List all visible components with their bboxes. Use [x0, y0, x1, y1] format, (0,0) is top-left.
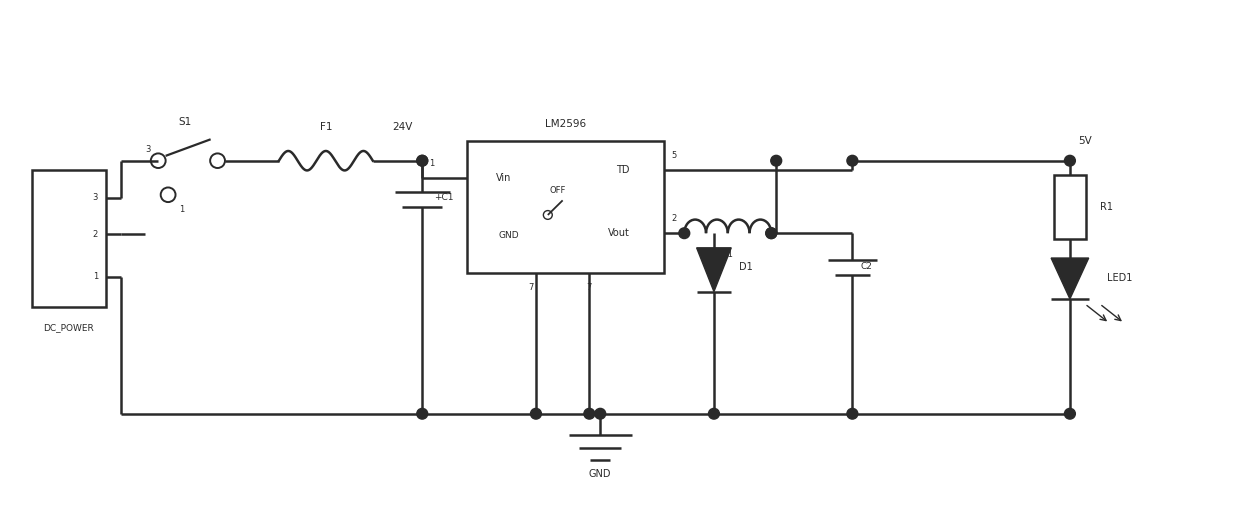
Text: 5: 5	[672, 151, 677, 160]
Bar	[1054, 175, 1086, 239]
Text: +C1: +C1	[434, 193, 454, 202]
Circle shape	[417, 155, 428, 166]
Text: 3: 3	[93, 193, 98, 202]
Text: 5V: 5V	[1078, 136, 1091, 146]
Text: GND: GND	[589, 469, 611, 479]
Text: 7: 7	[528, 283, 533, 292]
Text: 2: 2	[672, 214, 677, 223]
Text: 1: 1	[93, 272, 98, 281]
Circle shape	[771, 155, 781, 166]
Text: DC_POWER: DC_POWER	[43, 324, 94, 333]
Circle shape	[1064, 408, 1075, 419]
Bar	[466, 141, 665, 272]
Circle shape	[417, 155, 428, 166]
Circle shape	[847, 408, 858, 419]
Text: 1: 1	[180, 205, 185, 214]
Text: L1: L1	[723, 250, 733, 259]
Text: GND: GND	[498, 232, 520, 240]
Circle shape	[766, 228, 776, 239]
Text: R1: R1	[1100, 202, 1112, 212]
Text: S1: S1	[179, 117, 191, 127]
Polygon shape	[1052, 258, 1089, 299]
Circle shape	[847, 155, 858, 166]
Polygon shape	[697, 248, 732, 292]
Text: C2: C2	[861, 262, 872, 271]
Circle shape	[595, 408, 605, 419]
Text: 3: 3	[145, 145, 151, 153]
Bar	[32, 170, 105, 307]
Circle shape	[417, 408, 428, 419]
Text: Vin: Vin	[496, 173, 512, 183]
Text: 7: 7	[587, 283, 591, 292]
Text: D1: D1	[739, 262, 753, 272]
Circle shape	[708, 408, 719, 419]
Circle shape	[1064, 155, 1075, 166]
Circle shape	[584, 408, 595, 419]
Text: LED1: LED1	[1107, 274, 1133, 283]
Text: Vout: Vout	[608, 228, 630, 238]
Text: TD: TD	[616, 165, 630, 175]
Circle shape	[531, 408, 542, 419]
Text: 1: 1	[429, 159, 435, 168]
Text: F1: F1	[320, 122, 332, 132]
Text: 24V: 24V	[392, 122, 413, 132]
Text: LM2596: LM2596	[546, 119, 587, 129]
Circle shape	[766, 228, 776, 239]
Circle shape	[678, 228, 689, 239]
Text: OFF: OFF	[549, 186, 565, 195]
Text: 2: 2	[93, 230, 98, 239]
